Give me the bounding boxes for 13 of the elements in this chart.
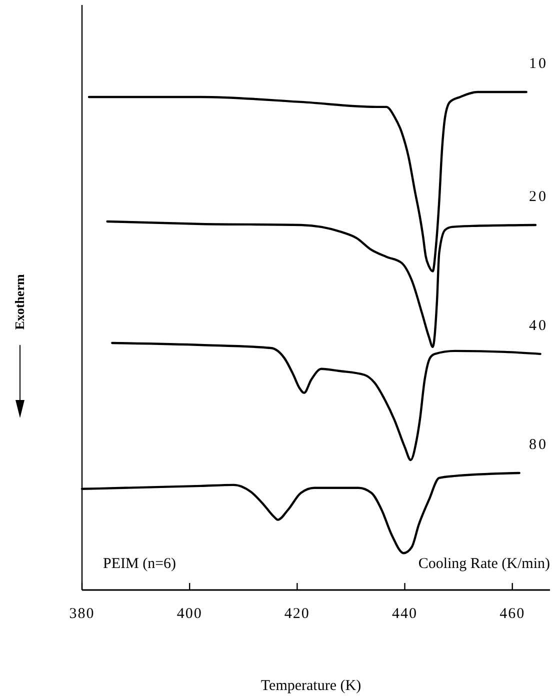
series-label: 40 — [529, 318, 548, 334]
x-axis-title: Temperature (K) — [260, 678, 362, 694]
x-tick-label: 460 — [500, 606, 526, 622]
series-label: 10 — [529, 56, 548, 72]
x-tick-label: 420 — [284, 606, 310, 622]
x-tick-label: 440 — [392, 606, 418, 622]
y-axis-title: Exotherm — [12, 274, 27, 330]
x-tick-label: 400 — [176, 606, 202, 622]
series-label: 20 — [529, 188, 548, 205]
x-tick-label: 380 — [69, 606, 95, 622]
series-label: 80 — [529, 436, 548, 453]
annotation: PEIM (n=6) — [103, 556, 176, 572]
annotation: Cooling Rate (K/min) — [418, 556, 550, 572]
